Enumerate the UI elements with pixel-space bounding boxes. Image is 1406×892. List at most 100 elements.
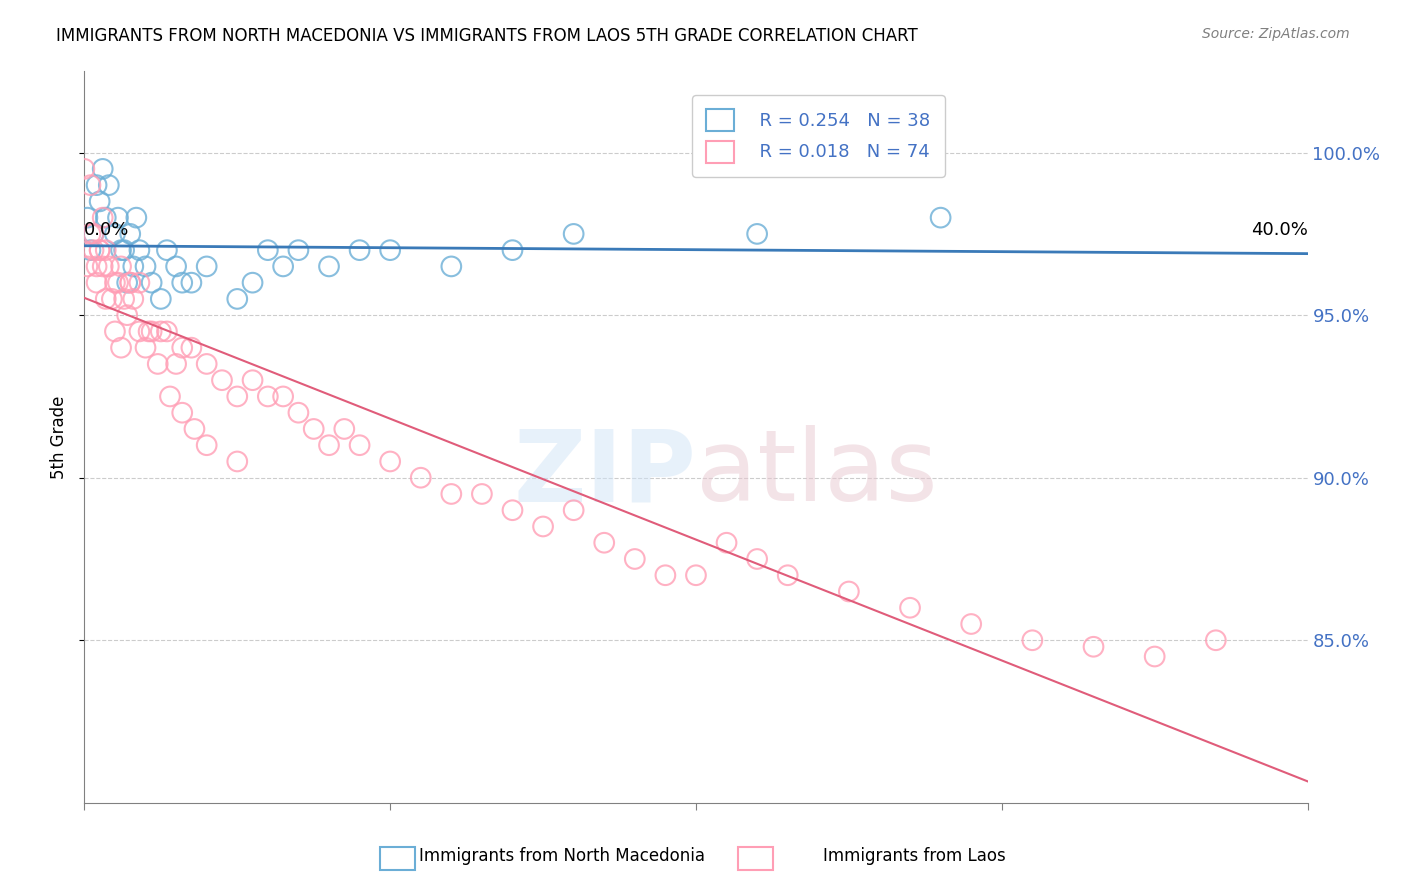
Point [716,535,738,549]
Point [101,292,124,306]
Point [593,535,616,549]
Point [440,487,463,501]
Point [287,406,309,420]
Point [115,276,138,290]
Point [159,389,181,403]
Point [97,260,120,274]
Point [128,325,150,339]
Point [898,600,921,615]
Point [141,276,163,290]
Point [271,389,294,403]
Point [287,243,309,257]
Point [79,243,101,257]
Point [440,260,463,274]
Point [110,260,132,274]
Point [107,211,129,225]
Point [165,260,187,274]
Point [1083,640,1105,654]
Point [747,227,769,241]
Point [624,552,647,566]
Point [146,357,169,371]
Point [349,243,371,257]
Point [128,243,150,257]
Point [79,227,101,241]
Point [94,211,117,225]
Point [257,389,280,403]
Point [409,471,432,485]
Point [1143,649,1166,664]
Point [562,503,585,517]
Point [89,194,111,209]
Point [97,178,120,193]
Point [149,292,172,306]
Point [318,438,340,452]
Point [471,487,494,501]
Point [180,276,202,290]
Point [1205,633,1227,648]
Point [380,243,402,257]
Point [172,341,194,355]
Point [107,276,129,290]
Point [195,438,218,452]
Point [302,422,325,436]
Text: ZIP: ZIP [513,425,696,522]
Point [141,325,163,339]
Point [83,227,105,241]
Text: 40.0%: 40.0% [1251,221,1308,239]
Point [120,276,142,290]
Point [138,325,160,339]
Point [86,260,108,274]
Point [125,211,148,225]
Point [89,243,111,257]
Point [79,178,101,193]
Point [73,161,96,176]
Point [110,341,132,355]
Point [104,325,127,339]
Point [195,260,218,274]
Point [94,243,117,257]
Text: Source: ZipAtlas.com: Source: ZipAtlas.com [1202,27,1350,41]
Text: Immigrants from Laos: Immigrants from Laos [823,847,1005,865]
Point [76,211,98,225]
Point [929,211,952,225]
Point [960,617,983,632]
Point [172,276,194,290]
Point [531,519,554,533]
Point [86,178,108,193]
Point [112,292,135,306]
Point [120,276,142,290]
Point [226,454,249,468]
Point [91,260,114,274]
Point [120,227,142,241]
Point [83,227,105,241]
Point [135,341,157,355]
Point [502,503,524,517]
Point [115,308,138,322]
Point [271,260,294,274]
Point [562,227,585,241]
Point [104,227,127,241]
Point [122,292,145,306]
Point [380,454,402,468]
Point [110,243,132,257]
Text: atlas: atlas [696,425,938,522]
Point [104,276,127,290]
Point [242,373,264,387]
Point [180,341,202,355]
Point [149,325,172,339]
Point [257,243,280,257]
Point [91,161,114,176]
Point [502,243,524,257]
Point [226,292,249,306]
Y-axis label: 5th Grade: 5th Grade [49,395,67,479]
Point [76,260,98,274]
Point [122,260,145,274]
Point [654,568,676,582]
Point [156,243,179,257]
Point [172,406,194,420]
Text: 0.0%: 0.0% [84,221,129,239]
Point [242,276,264,290]
Point [183,422,205,436]
Point [94,292,117,306]
Point [128,276,150,290]
